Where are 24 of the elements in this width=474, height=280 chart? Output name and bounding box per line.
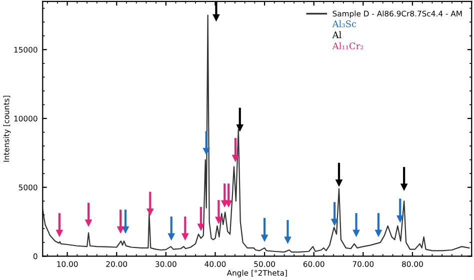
point — [236, 124, 244, 132]
text: Al₁₁Cr₂ — [332, 42, 364, 50]
point — [197, 224, 205, 231]
point — [215, 216, 222, 224]
point — [284, 236, 292, 244]
point — [146, 208, 154, 216]
point — [400, 184, 408, 192]
point — [260, 234, 268, 242]
point — [330, 218, 338, 226]
point — [84, 219, 92, 227]
text: Al₃Sc — [332, 20, 356, 28]
point — [232, 154, 240, 162]
point — [168, 233, 176, 241]
text: Al — [332, 31, 342, 38]
point — [212, 14, 220, 22]
point — [202, 148, 210, 156]
point — [352, 230, 360, 238]
point — [181, 233, 189, 241]
point — [116, 226, 124, 234]
point — [396, 215, 404, 223]
point — [374, 230, 382, 238]
point — [335, 180, 343, 187]
point — [224, 200, 232, 208]
point — [56, 230, 64, 238]
